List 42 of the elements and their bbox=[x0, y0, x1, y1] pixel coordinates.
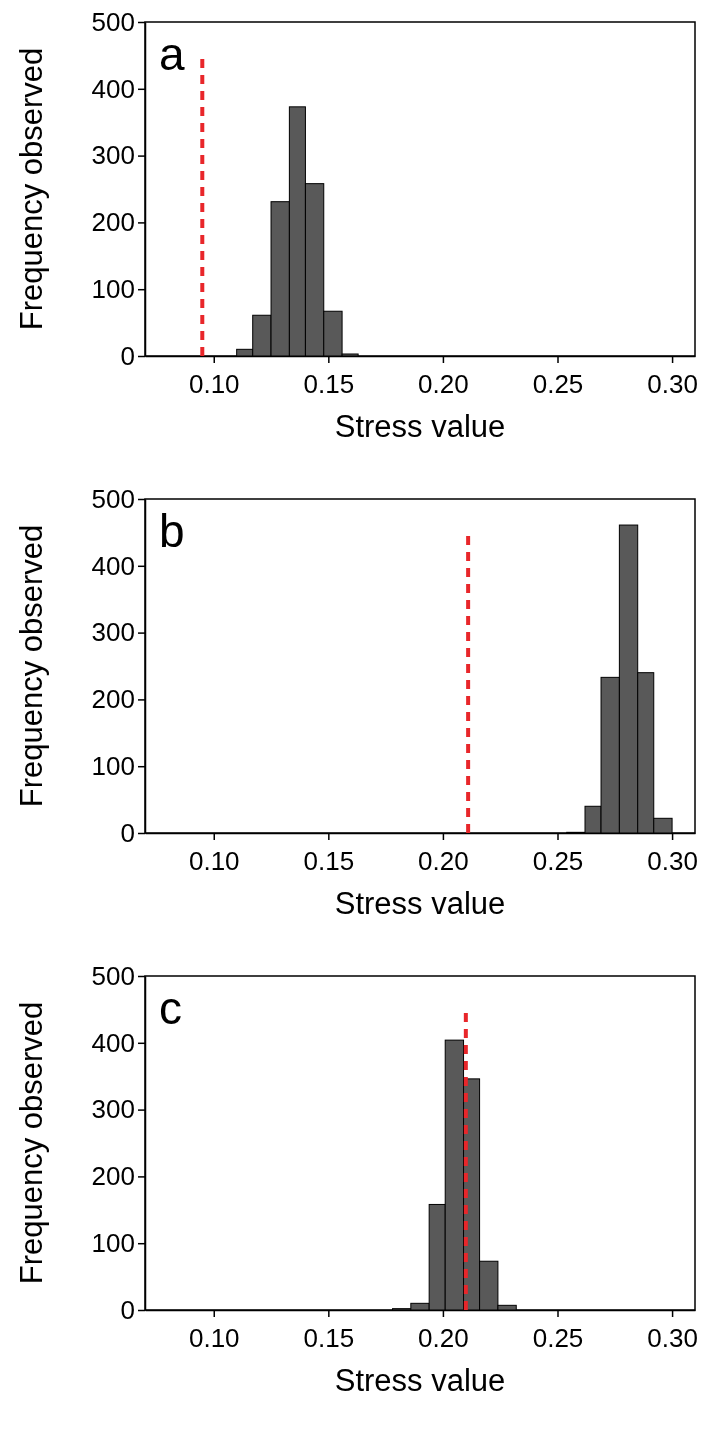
y-tick-label: 500 bbox=[91, 483, 135, 514]
y-tick-label: 400 bbox=[91, 73, 135, 104]
y-axis-title: Frequency observed bbox=[14, 1001, 49, 1285]
x-tick-label: 0.30 bbox=[647, 1323, 698, 1354]
x-tick-label: 0.25 bbox=[532, 846, 584, 877]
y-tick-label: 200 bbox=[91, 207, 135, 238]
x-tick-label: 0.15 bbox=[303, 369, 355, 400]
y-tick-label: 100 bbox=[91, 274, 135, 305]
y-tick-label: 200 bbox=[91, 1161, 135, 1192]
y-tick-label: 300 bbox=[91, 140, 135, 171]
y-tick-label: 300 bbox=[91, 617, 135, 648]
chart-title: c bbox=[159, 982, 182, 1034]
x-tick-label: 0.10 bbox=[188, 1323, 240, 1354]
y-tick-label: 0 bbox=[120, 340, 135, 371]
x-tick-label: 0.10 bbox=[188, 369, 240, 400]
x-axis-title: Stress value bbox=[334, 409, 506, 444]
chart-title: b bbox=[159, 505, 185, 557]
y-axis-title: Frequency observed bbox=[14, 524, 49, 808]
x-tick-label: 0.20 bbox=[418, 846, 469, 877]
x-tick-label: 0.30 bbox=[647, 369, 698, 400]
y-tick-label: 500 bbox=[91, 6, 135, 37]
x-tick-label: 0.25 bbox=[532, 1323, 584, 1354]
y-tick-label: 400 bbox=[91, 550, 135, 581]
y-tick-label: 400 bbox=[91, 1027, 135, 1058]
x-tick-label: 0.10 bbox=[188, 846, 240, 877]
y-axis-title: Frequency observed bbox=[14, 47, 49, 331]
y-tick-label: 0 bbox=[120, 817, 135, 848]
x-tick-label: 0.25 bbox=[532, 369, 584, 400]
chart-title: a bbox=[159, 28, 185, 80]
x-tick-label: 0.15 bbox=[303, 846, 355, 877]
x-axis-title: Stress value bbox=[334, 886, 506, 921]
x-tick-label: 0.15 bbox=[303, 1323, 355, 1354]
y-tick-label: 100 bbox=[91, 1228, 135, 1259]
x-tick-label: 0.30 bbox=[647, 846, 698, 877]
y-tick-label: 500 bbox=[91, 960, 135, 991]
x-tick-label: 0.20 bbox=[418, 1323, 469, 1354]
y-tick-label: 0 bbox=[120, 1294, 135, 1325]
x-tick-label: 0.20 bbox=[418, 369, 469, 400]
y-tick-label: 100 bbox=[91, 751, 135, 782]
x-axis-title: Stress value bbox=[334, 1363, 506, 1398]
y-tick-label: 200 bbox=[91, 684, 135, 715]
y-tick-label: 300 bbox=[91, 1094, 135, 1125]
